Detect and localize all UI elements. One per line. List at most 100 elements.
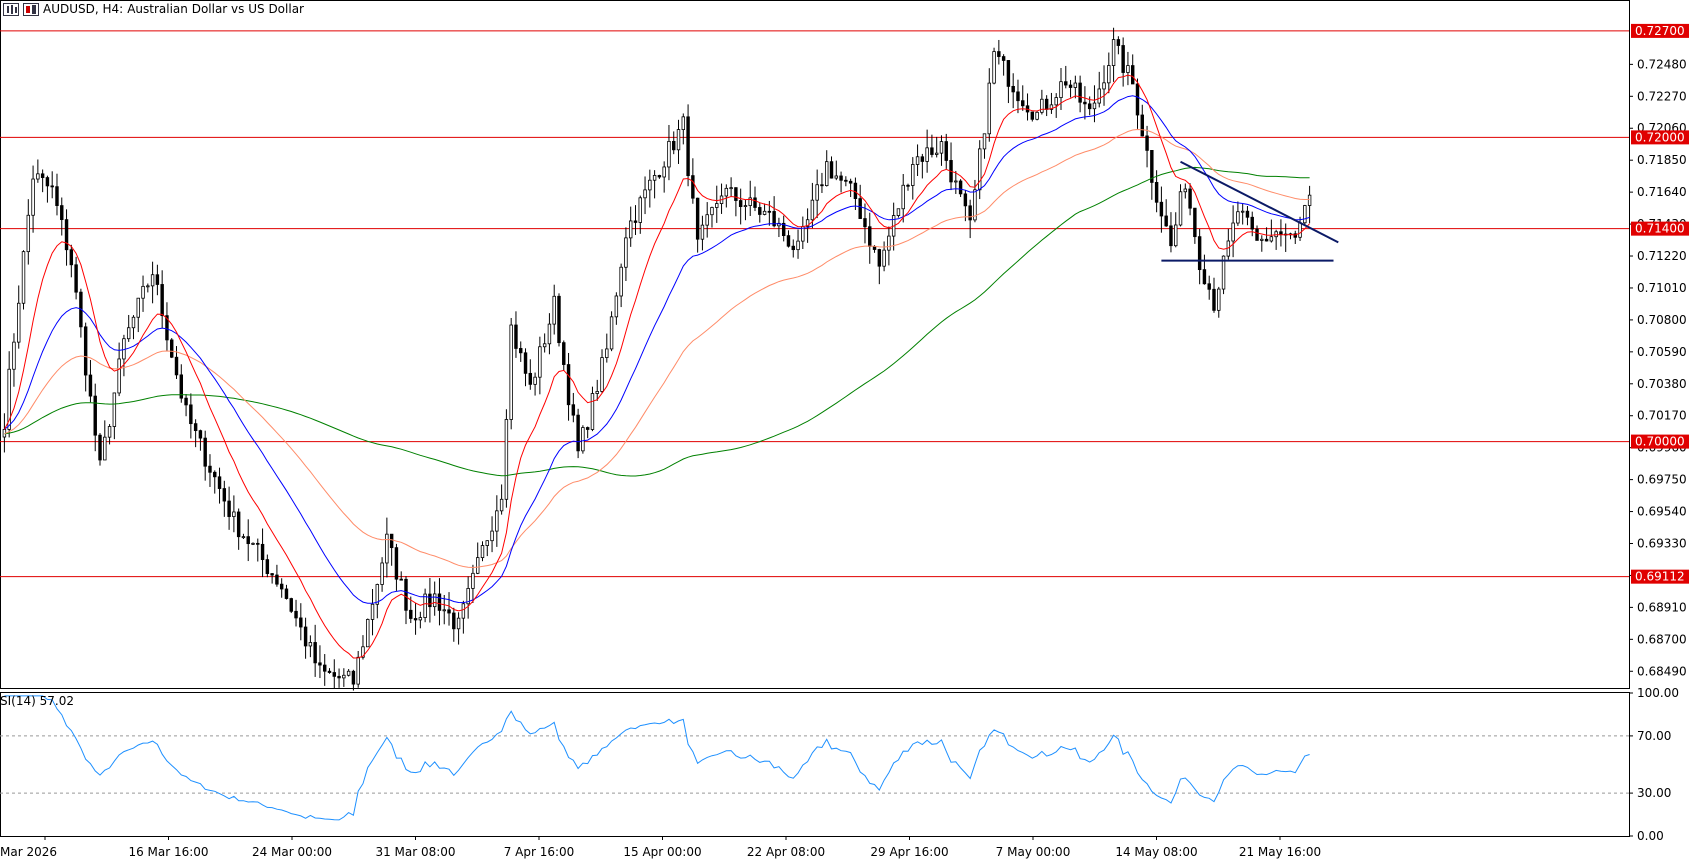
price-tick-label: 0.72270 — [1637, 89, 1687, 103]
candle-body — [715, 203, 719, 208]
candle-body — [786, 235, 791, 247]
candle-body — [1236, 211, 1240, 224]
candle-body — [299, 617, 303, 628]
candle-body — [581, 427, 585, 452]
candle-body — [389, 533, 394, 549]
candle-body — [605, 348, 609, 358]
candle-body — [781, 222, 786, 237]
candle-body — [456, 617, 461, 630]
candle-body — [1269, 236, 1274, 242]
candle-body — [1202, 269, 1207, 285]
candle-body — [963, 193, 968, 207]
candle-body — [810, 199, 815, 221]
candle-body — [853, 182, 858, 199]
candle-body — [399, 578, 403, 581]
candle-body — [906, 184, 910, 187]
candle-body — [394, 547, 399, 580]
candle-body — [193, 423, 198, 432]
candle-body — [308, 642, 313, 647]
candle-body — [260, 543, 265, 561]
candle-body — [413, 618, 418, 621]
candlestick-icon[interactable] — [23, 2, 39, 16]
candle-body — [633, 220, 638, 223]
candle-body — [1245, 210, 1250, 218]
candle-body — [590, 393, 595, 430]
rsi-tick-label: 70.00 — [1637, 729, 1671, 743]
level-price-label: 0.72000 — [1635, 130, 1685, 144]
candle-body — [69, 249, 74, 266]
price-tick-label: 0.68910 — [1637, 600, 1687, 614]
candle-body — [485, 540, 489, 546]
rsi-tick-label: 0.00 — [1637, 829, 1664, 843]
candle-body — [691, 175, 695, 199]
candle-body — [934, 152, 939, 155]
red-ma-line — [3, 74, 1310, 659]
candle-body — [676, 129, 681, 151]
candle-body — [667, 140, 671, 168]
candle-body — [882, 249, 886, 267]
candle-body — [83, 326, 88, 376]
time-tick-label: 14 May 08:00 — [1115, 845, 1197, 859]
candle-body — [638, 197, 642, 223]
level-price-tag — [1631, 434, 1689, 449]
candle-body — [805, 219, 810, 227]
candle-body — [987, 82, 991, 135]
candle-body — [208, 465, 212, 473]
candle-body — [614, 295, 619, 318]
candle-body — [499, 498, 504, 512]
candle-body — [366, 619, 370, 648]
candle-body — [452, 612, 456, 630]
candle-body — [1016, 91, 1020, 102]
candle-body — [1255, 228, 1259, 241]
candle-body — [404, 578, 408, 611]
candle-body — [423, 593, 427, 618]
candle-body — [1150, 150, 1154, 183]
candle-body — [256, 542, 260, 545]
symbol-description: Australian Dollar vs US Dollar — [127, 2, 304, 16]
candle-body — [547, 323, 552, 345]
bar-chart-icon[interactable] — [3, 2, 19, 16]
candle-body — [279, 583, 284, 590]
candle-body — [566, 364, 571, 406]
candle-body — [743, 205, 748, 208]
candle-body — [944, 141, 948, 161]
level-price-label: 0.69112 — [1635, 570, 1685, 584]
candle-body — [265, 559, 270, 574]
candle-body — [1307, 194, 1312, 206]
candle-body — [872, 245, 877, 250]
candle-body — [1121, 45, 1125, 73]
candle-body — [385, 533, 389, 564]
time-tick-label: 29 Apr 16:00 — [870, 845, 948, 859]
candle-body — [174, 356, 179, 376]
candle-body — [50, 185, 54, 188]
candle-body — [98, 434, 102, 461]
candle-body — [112, 392, 117, 427]
candle-body — [1001, 56, 1006, 61]
symbol-label: AUDUSD, H4: — [43, 2, 124, 16]
candle-body — [509, 324, 513, 420]
candle-body — [103, 436, 107, 461]
candle-body — [514, 324, 518, 349]
candle-body — [829, 161, 834, 179]
candle-body — [409, 609, 413, 619]
candle-body — [1102, 82, 1106, 90]
candle-body — [428, 593, 432, 608]
candle-body — [939, 141, 944, 154]
candle-body — [1097, 88, 1101, 104]
candle-body — [45, 177, 50, 187]
candle-body — [437, 593, 442, 611]
candle-body — [643, 189, 647, 199]
candle-body — [1021, 100, 1025, 107]
candle-body — [131, 316, 136, 329]
time-tick-label: 7 May 00:00 — [996, 845, 1071, 859]
candle-body — [213, 471, 217, 478]
level-price-label: 0.72700 — [1635, 24, 1685, 38]
candle-body — [978, 148, 982, 191]
candle-body — [724, 187, 729, 197]
candle-body — [1207, 283, 1211, 290]
candle-body — [227, 500, 231, 517]
candle-body — [1130, 65, 1135, 85]
candle-body — [552, 295, 556, 325]
candle-body — [911, 164, 915, 186]
